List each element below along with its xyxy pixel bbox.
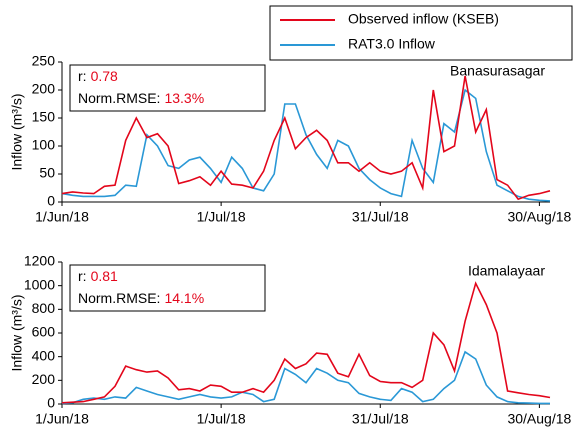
- r-value: 0.78: [91, 68, 118, 84]
- x-tick-label: 1/Jun/18: [35, 209, 89, 225]
- x-tick-label: 1/Jun/18: [35, 411, 89, 427]
- r-value: 0.81: [91, 268, 118, 284]
- x-tick-label: 30/Aug/18: [507, 411, 571, 427]
- stats-box: [69, 264, 266, 312]
- stats-r: r: 0.78: [78, 68, 118, 84]
- y-tick-label: 0: [47, 193, 55, 209]
- data-line: [61, 350, 550, 405]
- y-tick-label: 600: [32, 324, 56, 340]
- y-tick-label: 100: [32, 137, 56, 153]
- y-axis-label: Inflow (m³/s): [9, 94, 25, 171]
- x-tick-label: 1/Jul/18: [197, 411, 246, 427]
- data-line: [61, 281, 551, 404]
- station-name: Banasurasagar: [450, 63, 545, 79]
- legend-box: [269, 5, 573, 61]
- y-tick-label: 0: [47, 395, 55, 411]
- y-tick-label: 250: [32, 53, 56, 69]
- y-tick-label: 800: [32, 300, 56, 316]
- y-tick-label: 50: [39, 165, 55, 181]
- y-tick-label: 200: [32, 371, 56, 387]
- rmse-label: Norm.RMSE:: [78, 290, 160, 306]
- rmse-value: 14.1%: [164, 290, 204, 306]
- legend: [269, 5, 573, 61]
- stats-box: [69, 64, 266, 112]
- data-line: [61, 75, 551, 201]
- x-tick-label: 31/Jul/18: [352, 411, 409, 427]
- y-tick-label: 150: [32, 109, 56, 125]
- stats-rmse: Norm.RMSE: 14.1%: [78, 290, 204, 306]
- y-tick-label: 1000: [24, 276, 55, 292]
- y-tick-label: 200: [32, 81, 56, 97]
- y-axis-label: Inflow (m³/s): [9, 295, 25, 372]
- r-label: r:: [78, 268, 87, 284]
- station-name: Idamalayaar: [468, 263, 545, 279]
- legend-label: Observed inflow (KSEB): [348, 11, 499, 27]
- x-tick-label: 30/Aug/18: [507, 209, 571, 225]
- stats-r: r: 0.81: [78, 268, 118, 284]
- y-tick-label: 400: [32, 347, 56, 363]
- r-label: r:: [78, 68, 87, 84]
- rmse-value: 13.3%: [164, 90, 204, 106]
- legend-label: RAT3.0 Inflow: [348, 36, 436, 52]
- x-tick-label: 31/Jul/18: [352, 209, 409, 225]
- x-tick-label: 1/Jul/18: [197, 209, 246, 225]
- stats-rmse: Norm.RMSE: 13.3%: [78, 90, 204, 106]
- rmse-label: Norm.RMSE:: [78, 90, 160, 106]
- y-tick-label: 1200: [24, 253, 55, 269]
